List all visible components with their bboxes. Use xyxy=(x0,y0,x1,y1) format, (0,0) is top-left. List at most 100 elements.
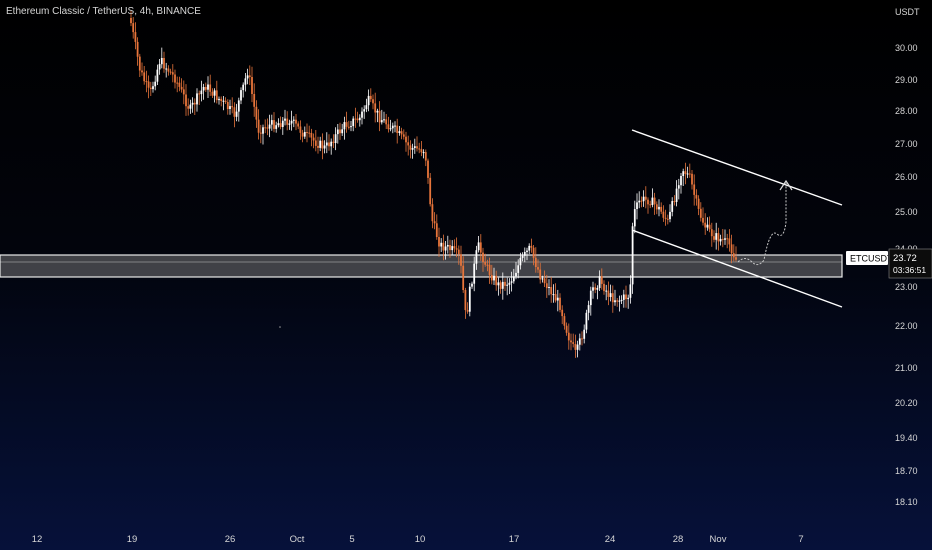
candle-body xyxy=(519,257,522,266)
candle xyxy=(675,180,678,207)
candle xyxy=(222,96,225,111)
candle xyxy=(669,204,671,223)
candle-body xyxy=(669,211,671,220)
candle xyxy=(477,236,480,253)
candle xyxy=(512,268,515,284)
candle xyxy=(605,284,608,301)
candle-body xyxy=(442,242,445,251)
candle-body xyxy=(321,140,324,149)
candle xyxy=(693,174,696,206)
candle xyxy=(224,97,227,104)
candle xyxy=(735,246,737,262)
candle-body xyxy=(460,254,462,266)
candle xyxy=(380,109,383,125)
candle xyxy=(200,80,203,102)
candle-body xyxy=(497,282,500,286)
candle xyxy=(543,270,546,287)
candle xyxy=(449,239,451,258)
candle-body xyxy=(677,185,680,189)
candle-body xyxy=(345,122,348,127)
candle-body xyxy=(592,287,594,291)
candle-body xyxy=(358,117,361,121)
candle-body xyxy=(468,286,471,312)
candle-body xyxy=(147,81,150,88)
candle-body xyxy=(396,125,399,133)
candle-body xyxy=(539,269,542,280)
candle-body xyxy=(143,72,146,82)
candle xyxy=(424,149,427,167)
candle-body xyxy=(629,284,632,298)
candle xyxy=(673,195,676,206)
channel-lower-line[interactable] xyxy=(631,229,843,308)
candle-body xyxy=(688,173,691,175)
candle xyxy=(374,92,377,123)
candle-body xyxy=(614,300,616,303)
channel-upper-line[interactable] xyxy=(631,129,843,206)
candle xyxy=(279,116,282,130)
candle xyxy=(292,116,295,128)
candle xyxy=(567,323,570,350)
candle-body xyxy=(453,246,456,249)
candle xyxy=(207,76,209,98)
candle-body xyxy=(719,238,722,242)
candle-body xyxy=(572,342,575,344)
time-axis[interactable]: 12 19 26 Oct 5 10 17 24 28 Nov 7 xyxy=(32,534,804,545)
candle xyxy=(660,202,663,215)
candle-body xyxy=(556,297,559,301)
candle-body xyxy=(658,206,660,210)
candle-body xyxy=(660,206,663,212)
candle-body xyxy=(616,300,619,302)
price-badge-countdown: 03:36:51 xyxy=(893,265,926,275)
time-tick-label: 24 xyxy=(605,534,616,545)
candle xyxy=(354,107,357,128)
price-axis[interactable]: USDT 30.0029.0028.0027.0026.0025.0024.00… xyxy=(895,7,920,507)
candle xyxy=(187,98,190,116)
candle-body xyxy=(433,221,436,224)
candle xyxy=(229,99,231,115)
candle xyxy=(299,120,302,140)
candle-body xyxy=(220,98,223,101)
candle xyxy=(550,276,553,303)
candle xyxy=(581,331,583,346)
candle-body xyxy=(149,87,152,90)
candle xyxy=(244,73,247,92)
candle xyxy=(486,259,489,272)
candle-body xyxy=(713,236,715,240)
candle-body xyxy=(240,90,242,101)
candle-body xyxy=(510,281,513,283)
candle xyxy=(510,271,513,292)
candle xyxy=(248,65,251,85)
candle-body xyxy=(244,78,247,85)
candle-body xyxy=(708,224,711,230)
candle xyxy=(680,173,682,194)
candle-body xyxy=(189,104,192,109)
candle xyxy=(398,126,401,136)
candle-body xyxy=(389,128,392,130)
candle xyxy=(497,277,500,296)
candle-body xyxy=(684,171,687,174)
candle-body xyxy=(622,294,625,300)
candle-body xyxy=(182,89,185,95)
candle xyxy=(387,116,390,133)
candle-body xyxy=(165,68,168,70)
candle-body xyxy=(585,312,588,330)
candle xyxy=(526,247,528,261)
candle-body xyxy=(191,102,194,105)
candle xyxy=(475,245,478,270)
candle xyxy=(508,278,511,294)
candle-body xyxy=(323,145,326,149)
candle xyxy=(627,294,630,309)
candle-body xyxy=(596,288,599,290)
candle xyxy=(191,97,194,113)
candle xyxy=(618,295,621,312)
price-tick-label: 18.10 xyxy=(895,497,918,507)
candle-body xyxy=(598,276,601,288)
projection-path[interactable] xyxy=(737,182,787,266)
candle xyxy=(504,278,506,291)
candle-body xyxy=(350,126,352,128)
price-badge: ETCUSDT 23.72 03:36:51 xyxy=(846,248,932,279)
candle xyxy=(677,178,680,200)
candle-body xyxy=(526,250,528,252)
price-tick-label: 22.00 xyxy=(895,321,918,331)
candle xyxy=(695,189,698,206)
